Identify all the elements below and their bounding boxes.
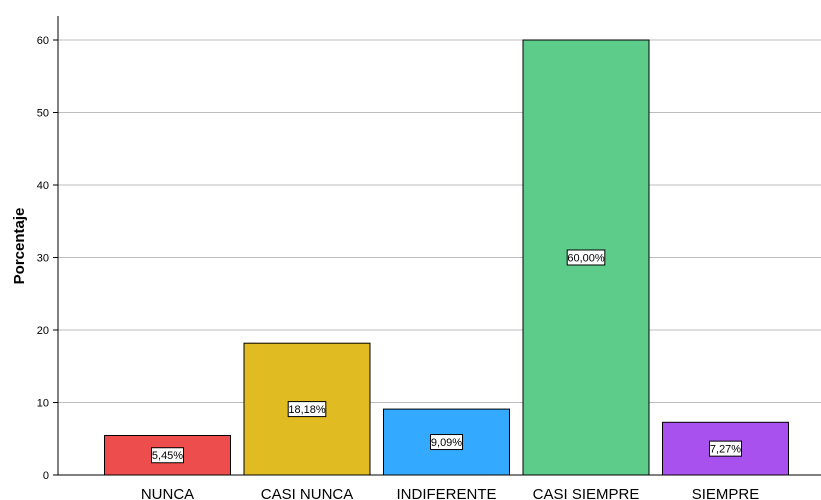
data-label: 9,09% (431, 437, 462, 449)
data-label: 60,00% (567, 253, 605, 265)
data-label: 5,45% (152, 450, 183, 462)
y-tick-label: 0 (43, 470, 49, 482)
y-tick-label: 60 (37, 35, 49, 47)
y-tick-label: 10 (37, 398, 49, 410)
data-label: 18,18% (288, 404, 326, 416)
y-axis-title: Porcentaje (11, 208, 28, 285)
data-label-box (430, 434, 463, 451)
data-label-box (287, 401, 327, 418)
y-tick-label: 30 (37, 253, 49, 265)
x-category-label: CASI SIEMPRE (533, 486, 640, 500)
y-tick-label: 40 (37, 180, 49, 192)
bars (104, 39, 789, 476)
data-label-box (566, 249, 606, 266)
data-label-box (709, 440, 742, 457)
x-category-label: SIEMPRE (692, 486, 760, 500)
x-category-label: INDIFERENTE (396, 486, 496, 500)
y-tick-label: 50 (37, 108, 49, 120)
x-category-label: NUNCA (141, 486, 194, 500)
gridlines (58, 39, 821, 403)
data-label: 7,27% (710, 444, 741, 456)
x-category-label: CASI NUNCA (261, 486, 354, 500)
labels: 0 10 20 30 40 50 60 5,45% NUNCA 18,18% CASI NUNCA 9… (37, 35, 760, 500)
y-tick-label: 20 (37, 325, 49, 337)
data-label-box (151, 447, 184, 464)
axes (53, 16, 821, 476)
